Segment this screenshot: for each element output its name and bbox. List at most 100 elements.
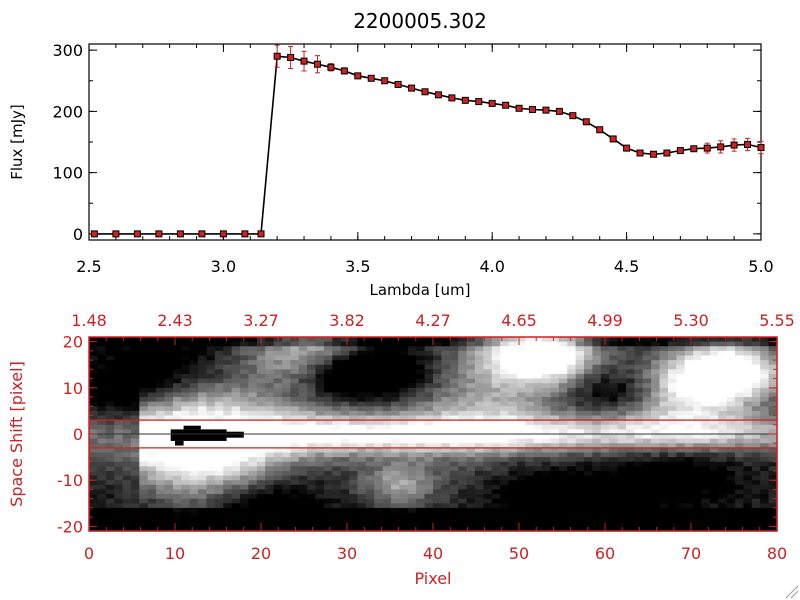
heatmap-cell <box>89 410 98 417</box>
heatmap-cell <box>147 503 157 509</box>
heatmap-cell <box>374 392 384 398</box>
heatmap-cell <box>466 378 476 384</box>
heatmap-cell <box>298 507 308 514</box>
heatmap-cell <box>281 364 291 370</box>
heatmap-cell <box>458 378 468 384</box>
heatmap-cell <box>206 410 216 417</box>
heatmap-cell <box>768 521 778 527</box>
heatmap-cell <box>399 484 409 491</box>
heatmap-cell <box>726 387 736 394</box>
data-point <box>381 77 389 85</box>
heatmap-cell <box>223 484 233 491</box>
heatmap-cell <box>550 424 560 430</box>
heatmap-cell <box>281 420 291 426</box>
heatmap-cell <box>340 397 350 403</box>
heatmap-cell <box>575 447 585 454</box>
heatmap-cell <box>281 369 291 375</box>
heatmap-cell <box>701 484 711 491</box>
heatmap-cell <box>382 337 392 343</box>
heatmap-cell <box>424 364 434 370</box>
heatmap-cell <box>500 443 510 449</box>
heatmap-cell <box>223 364 233 370</box>
heatmap-cell <box>349 383 359 389</box>
heatmap-cell <box>231 507 241 514</box>
heatmap-cell <box>139 484 149 491</box>
heatmap-cell <box>340 498 350 504</box>
heatmap-cell <box>114 457 124 463</box>
heatmap-cell <box>500 494 510 500</box>
spectrum-plot-frame <box>88 43 762 241</box>
heatmap-cell <box>307 360 317 366</box>
heatmap-cell <box>130 401 140 407</box>
heatmap-cell <box>533 452 543 458</box>
heatmap-cell <box>592 452 602 458</box>
heatmap-cell <box>315 457 325 463</box>
heatmap-cell <box>433 434 442 440</box>
heatmap-cell <box>256 383 266 389</box>
heatmap-cell <box>265 346 275 352</box>
resize-grip-icon[interactable] <box>785 585 799 599</box>
heatmap-cell <box>474 517 484 523</box>
heatmap-cell <box>130 429 140 435</box>
heatmap-cell <box>474 406 484 412</box>
heatmap-cell <box>625 461 635 467</box>
heatmap-cell <box>542 387 552 394</box>
heatmap-cell <box>156 498 166 504</box>
heatmap-cell <box>189 378 199 384</box>
heatmap-cell <box>684 360 694 366</box>
heatmap-cell <box>458 337 468 343</box>
heatmap-cell <box>97 387 107 394</box>
heatmap-cell <box>609 401 619 407</box>
heatmap-cell <box>223 498 233 504</box>
heatmap-cell <box>709 355 719 361</box>
heatmap-cell <box>315 470 325 477</box>
heatmap-cell <box>676 420 686 426</box>
heatmap-cell <box>474 484 484 491</box>
heatmap-cell <box>357 364 367 370</box>
heatmap-cell <box>550 489 560 495</box>
heatmap-cell <box>508 373 518 380</box>
heatmap-cell <box>625 378 635 384</box>
heatmap-cell <box>533 443 543 449</box>
heatmap-cell <box>516 369 526 375</box>
heatmap-cell <box>609 498 619 504</box>
heatmap-cell <box>542 397 552 403</box>
heatmap-cell <box>726 373 736 380</box>
heatmap-cell <box>500 498 510 504</box>
heatmap-cell <box>382 360 392 366</box>
heatmap-cell <box>231 350 241 357</box>
heatmap-cell <box>307 447 317 454</box>
heatmap-cell <box>265 364 275 370</box>
heatmap-cell <box>382 443 392 449</box>
heatmap-cell <box>307 470 317 477</box>
heatmap-cell <box>97 484 107 491</box>
bottom-y-tick-label: -20 <box>57 517 83 536</box>
heatmap-cell <box>659 503 669 509</box>
heatmap-cell <box>768 401 778 407</box>
heatmap-cell <box>466 443 476 449</box>
heatmap-cell <box>281 521 291 527</box>
heatmap-cell <box>147 443 157 449</box>
heatmap-cell <box>575 475 585 481</box>
heatmap-cell <box>189 494 199 500</box>
heatmap-cell <box>424 410 434 417</box>
heatmap-cell <box>130 387 140 394</box>
heatmap-cell <box>617 341 627 347</box>
heatmap-cell <box>357 424 367 430</box>
heatmap-cell <box>122 350 132 357</box>
heatmap-cell <box>189 401 199 407</box>
heatmap-cell <box>609 410 619 417</box>
heatmap-cell <box>156 447 166 454</box>
heatmap-cell <box>558 341 568 347</box>
heatmap-cell <box>676 498 686 504</box>
heatmap-cell <box>214 337 224 343</box>
heatmap-cell <box>323 387 333 394</box>
heatmap-cell <box>433 517 442 523</box>
heatmap-cell <box>634 387 644 394</box>
heatmap-cell <box>223 452 233 458</box>
heatmap-cell <box>172 397 182 403</box>
heatmap-cell <box>609 494 619 500</box>
heatmap-cell <box>625 401 635 407</box>
heatmap-cell <box>374 517 384 523</box>
heatmap-cell <box>382 503 392 509</box>
